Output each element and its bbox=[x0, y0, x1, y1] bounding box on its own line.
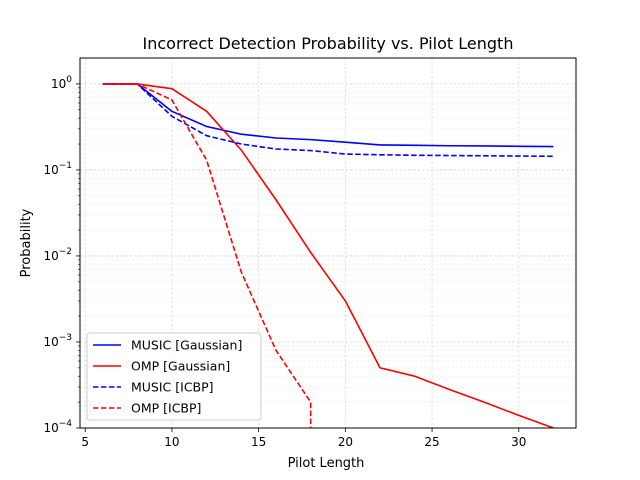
y-tick-label: 10−3 bbox=[43, 333, 72, 349]
series-line-1 bbox=[102, 83, 554, 148]
x-tick-label: 20 bbox=[338, 435, 353, 449]
series-group bbox=[102, 83, 554, 428]
legend-label: MUSIC [Gaussian] bbox=[131, 338, 242, 353]
legend-label: MUSIC [ICBP] bbox=[131, 380, 214, 395]
minor-grid bbox=[80, 87, 576, 403]
y-tick-label: 10−1 bbox=[43, 161, 72, 177]
y-axis-ticks: 10−4 10−3 10−2 10−1 100 bbox=[43, 75, 80, 435]
x-tick-label: 15 bbox=[251, 435, 266, 449]
legend-label: OMP [Gaussian] bbox=[131, 359, 230, 374]
x-axis-ticks: 5 10 15 20 25 30 bbox=[81, 428, 526, 449]
series-line-4 bbox=[102, 83, 312, 428]
series-line-2 bbox=[102, 83, 554, 428]
y-tick-label: 10−2 bbox=[43, 247, 72, 263]
series-line-3 bbox=[102, 83, 554, 158]
y-axis-label: Probability bbox=[19, 208, 34, 277]
x-tick-label: 25 bbox=[424, 435, 439, 449]
y-tick-label: 100 bbox=[51, 75, 72, 91]
legend-label: OMP [ICBP] bbox=[131, 401, 201, 416]
y-tick-label: 10−4 bbox=[43, 419, 72, 435]
x-tick-label: 30 bbox=[511, 435, 526, 449]
plot-frame bbox=[79, 57, 577, 429]
x-tick-label: 10 bbox=[164, 435, 179, 449]
chart-title: Incorrect Detection Probability vs. Pilo… bbox=[143, 34, 514, 53]
legend: MUSIC [Gaussian] OMP [Gaussian] MUSIC [ICB… bbox=[86, 332, 262, 421]
legend-box bbox=[86, 332, 262, 421]
x-axis-label: Pilot Length bbox=[288, 456, 365, 471]
x-tick-label: 5 bbox=[81, 435, 89, 449]
